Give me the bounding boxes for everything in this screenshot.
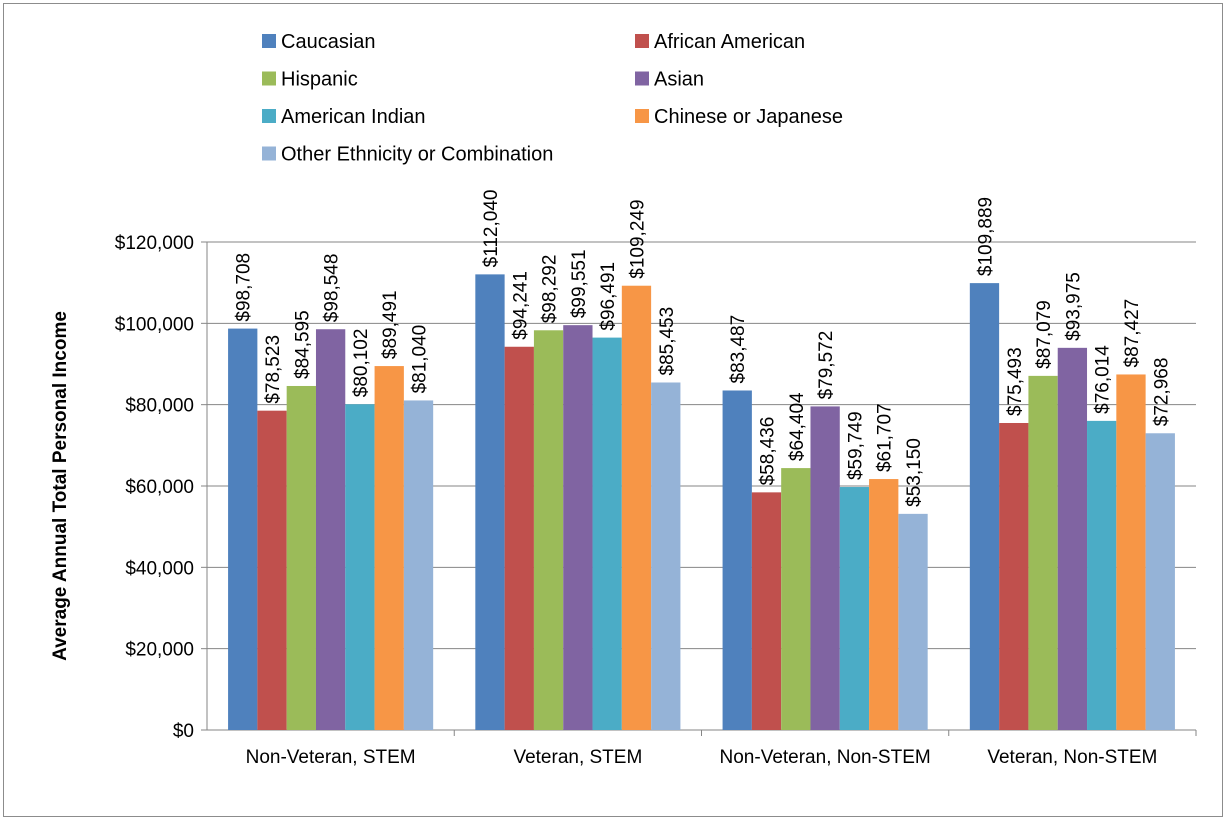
legend-swatch: [262, 71, 276, 86]
legend-entry: Asian: [654, 69, 704, 91]
data-label: $112,040: [481, 190, 502, 268]
data-label: $99,551: [569, 249, 590, 318]
y-axis-title: Average Annual Total Personal Income: [50, 311, 71, 661]
x-tick-label-line: Veteran, Non-STEM: [987, 747, 1157, 768]
bar-0-0: [228, 328, 258, 730]
data-label: $58,436: [758, 417, 779, 486]
y-tick-label: $120,000: [115, 233, 194, 254]
legend-swatch: [635, 34, 649, 48]
data-label: $85,453: [657, 307, 678, 376]
data-label: $93,975: [1063, 272, 1084, 341]
data-label: $109,889: [975, 197, 996, 276]
bar-2-5: [869, 479, 899, 730]
data-label: $84,595: [292, 310, 313, 379]
data-label: $87,427: [1122, 299, 1143, 368]
bar-1-2: [533, 330, 564, 730]
bar-1-0: [475, 274, 505, 730]
legend-entry: American Indian: [281, 106, 426, 128]
bar-0-4: [345, 404, 375, 730]
bar-1-1: [504, 346, 534, 730]
data-label: $98,292: [540, 255, 561, 324]
bar-2-2: [781, 468, 811, 730]
data-label: $53,150: [904, 438, 925, 507]
legend-swatch: [262, 146, 276, 161]
y-tick-label: $40,000: [125, 558, 194, 579]
data-label: $87,079: [1034, 300, 1055, 369]
x-tick-label-line: Veteran, STEM: [513, 747, 642, 768]
data-label: $81,040: [410, 325, 431, 394]
legend-swatch: [262, 109, 276, 123]
data-label: $76,014: [1093, 345, 1114, 414]
x-tick-label: Non-Veteran, Non-STEM: [720, 747, 931, 768]
bar-1-4: [592, 337, 622, 730]
bar-2-6: [898, 513, 928, 730]
bar-1-3: [563, 325, 593, 730]
x-tick-label-line: Non-Veteran, STEM: [246, 747, 416, 768]
legend-swatch: [635, 71, 649, 86]
data-label: $98,708: [234, 253, 255, 322]
y-tick-label: $80,000: [125, 396, 194, 417]
data-label: $79,572: [816, 331, 837, 400]
legend-entry: African American: [654, 31, 805, 53]
data-label: $109,249: [627, 199, 648, 278]
bar-2-1: [751, 492, 782, 730]
legend-entry: Caucasian: [281, 31, 376, 53]
y-tick-label: $20,000: [125, 640, 194, 661]
x-tick-label: Veteran, STEM: [513, 747, 642, 768]
data-label: $98,548: [322, 254, 343, 323]
bar-0-2: [286, 385, 316, 730]
legend-entry: Chinese or Japanese: [654, 106, 843, 128]
bar-2-0: [722, 390, 752, 730]
data-label: $89,491: [380, 290, 401, 359]
bar-2-3: [810, 406, 840, 730]
x-tick-label: Non-Veteran, STEM: [246, 747, 416, 768]
data-label: $78,523: [263, 335, 284, 404]
legend-entry: Other Ethnicity or Combination: [281, 144, 553, 166]
bar-3-6: [1145, 433, 1175, 730]
y-tick-label: $100,000: [115, 314, 194, 335]
legend-swatch: [262, 34, 276, 48]
legend-entry: Hispanic: [281, 69, 358, 91]
bar-3-5: [1116, 374, 1146, 730]
legend-swatch: [635, 109, 649, 123]
data-label: $72,968: [1151, 358, 1172, 427]
data-label: $80,102: [351, 329, 372, 398]
bar-3-2: [1028, 375, 1058, 730]
bar-3-4: [1087, 420, 1117, 730]
y-tick-label: $60,000: [125, 477, 194, 498]
data-label: $94,241: [510, 271, 531, 340]
bar-0-3: [315, 329, 346, 730]
data-label: $64,404: [787, 392, 808, 461]
bar-3-0: [969, 283, 1000, 730]
data-label: $59,749: [845, 411, 866, 480]
bar-1-5: [621, 285, 652, 730]
data-label: $96,491: [598, 262, 619, 331]
data-label: $61,707: [875, 403, 896, 472]
y-tick-label: $0: [173, 721, 194, 742]
bar-0-5: [374, 366, 404, 730]
bar-0-6: [403, 400, 434, 730]
data-label: $75,493: [1005, 347, 1026, 416]
bar-3-1: [999, 422, 1029, 730]
bar-3-3: [1057, 347, 1088, 730]
x-tick-label: Veteran, Non-STEM: [987, 747, 1157, 768]
bar-1-6: [651, 382, 681, 730]
data-label: $83,487: [728, 315, 749, 384]
x-tick-label-line: Non-Veteran, Non-STEM: [720, 747, 931, 768]
bar-2-4: [839, 487, 870, 730]
bar-0-1: [257, 410, 287, 730]
